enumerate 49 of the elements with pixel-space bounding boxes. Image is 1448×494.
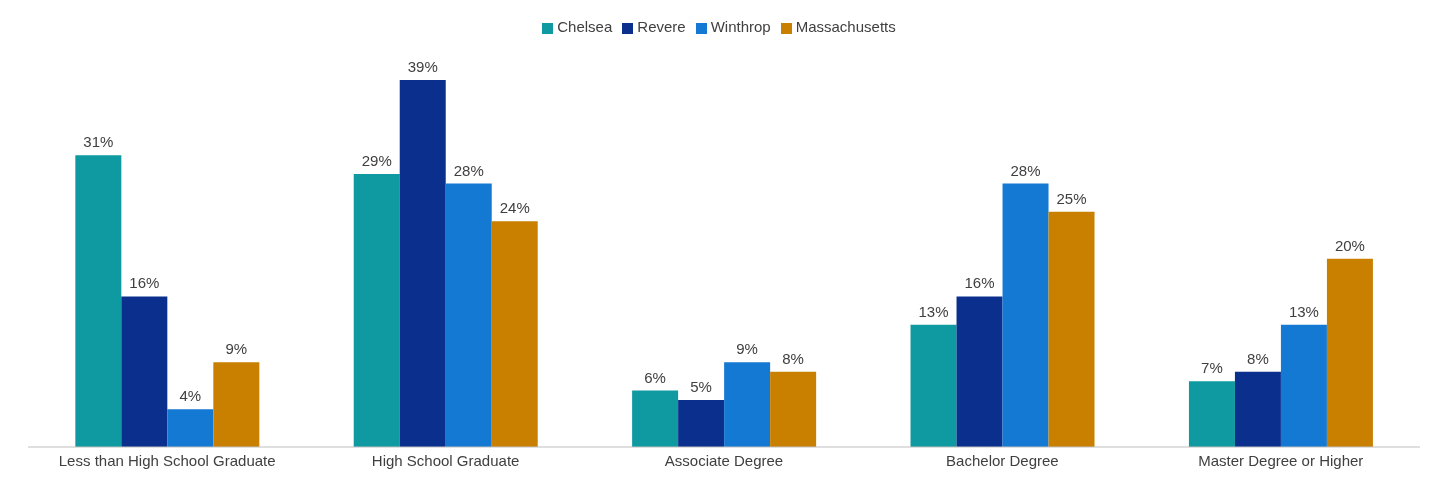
legend-label: Revere [637,18,686,35]
data-label: 20% [1334,236,1365,254]
bar [353,174,400,447]
bar [1002,183,1049,447]
data-label: 13% [1288,302,1319,320]
bar [167,409,214,447]
data-label: 7% [1201,359,1223,377]
bar [724,362,771,447]
data-label: 28% [453,161,484,179]
bar [445,183,492,447]
x-tick-label: Less than High School Graduate [58,451,276,469]
data-label: 8% [782,349,804,367]
data-label: 39% [407,58,438,75]
bar [1326,258,1373,447]
bar [910,324,957,447]
data-label: 16% [129,274,160,292]
bar [1048,211,1095,447]
bar [632,390,679,447]
data-label: 6% [644,368,666,386]
data-label: 29% [361,152,392,170]
data-label: 4% [179,387,202,405]
data-label: 9% [225,340,248,358]
bar [678,399,725,447]
bar [399,80,446,447]
data-label: 13% [918,302,949,320]
bar [1188,381,1235,447]
data-label: 5% [690,377,712,395]
data-label: 24% [499,199,530,217]
bar [956,296,1003,447]
data-label: 9% [736,340,758,358]
x-tick-label: Master Degree or Higher [1198,451,1364,469]
data-label: 16% [964,274,995,292]
bar [75,155,122,447]
data-label: 28% [1010,161,1041,179]
legend-label: Winthrop [710,18,771,35]
bar [1280,324,1327,447]
x-tick-label: Associate Degree [664,451,784,469]
bar [1234,371,1281,447]
x-tick-label: High School Graduate [371,451,520,469]
bar [213,362,260,447]
data-label: 31% [83,133,114,151]
data-label: 25% [1056,189,1087,207]
bar [121,296,168,447]
bar [491,221,538,447]
bar [770,371,817,447]
legend-label: Chelsea [557,18,613,35]
x-tick-label: Bachelor Degree [946,451,1059,469]
legend-label: Massachusetts [795,18,896,35]
data-label: 8% [1247,349,1269,367]
